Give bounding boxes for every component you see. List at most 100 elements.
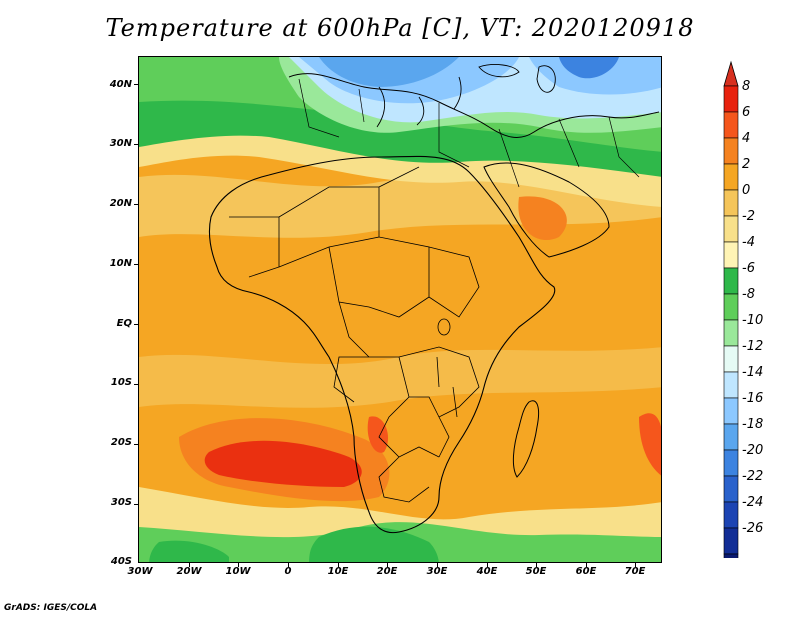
arabia-coastline [483,162,610,258]
lon-tick [387,563,388,567]
temperature-field [139,57,661,562]
colorbar-label: -2 [742,209,755,224]
colorbar-segment [723,189,739,217]
country-borders [229,166,480,503]
colorbar-label: -8 [742,287,755,302]
colorbar-label: 8 [742,79,751,94]
colorbar [723,60,739,558]
colorbar-label: -12 [742,339,764,354]
cold-pool-east-core [559,57,619,79]
lon-tick [635,563,636,567]
temperature-map [138,56,662,563]
lat-tick [134,324,138,325]
colorbar-label: -20 [742,443,764,458]
lon-label: 70E [624,566,646,577]
colorbar-segment [723,397,739,425]
lat-label: 10S [110,377,132,388]
colorbar-label: -24 [742,495,764,510]
lon-label: 10W [225,566,251,577]
lon-label: 20E [376,566,398,577]
lat-tick [134,84,138,85]
hot-spot-far-east [639,413,661,476]
colorbar-label: -16 [742,391,764,406]
lat-tick [134,144,138,145]
lat-label: EQ [116,318,132,329]
colorbar-segment [723,475,739,503]
south-belt-green-west [149,540,229,562]
colorbar-segment [723,267,739,295]
lat-label: 30N [109,138,132,149]
colorbar-segment [723,371,739,399]
country-borders-north [298,78,640,188]
colorbar-segment [723,137,739,165]
lat-label: 30S [110,497,132,508]
cold-pool-core [319,57,459,87]
lon-tick [487,563,488,567]
colorbar-label: -14 [742,365,764,380]
colorbar-label: -10 [742,313,764,328]
colorbar-segment [723,293,739,321]
colorbar-label: -6 [742,261,755,276]
hot-band-core [204,440,362,487]
lon-tick [238,563,239,567]
colorbar-segment [723,501,739,529]
credit-text: GrADS: IGES/COLA [4,603,98,613]
colorbar-segment [723,163,739,191]
lon-label: 10E [327,566,349,577]
europe-coastline [288,73,660,138]
lon-tick [586,563,587,567]
field-band-light-2 [139,347,661,408]
colorbar-segment [723,85,739,113]
lat-tick [134,444,138,445]
south-belt-green-core [309,526,439,562]
lon-tick [288,563,289,567]
colorbar-label: 0 [742,183,751,198]
lon-label: 30W [127,566,153,577]
map-title: Temperature at 600hPa [C], VT: 202012091… [105,14,695,42]
lat-label: 20N [109,198,132,209]
lat-tick [134,204,138,205]
colorbar-segment [723,423,739,451]
lon-label: 60E [575,566,597,577]
rift-lakes [436,356,458,418]
black-sea [478,64,520,78]
lon-tick [437,563,438,567]
lon-tick [536,563,537,567]
lon-label: 40E [476,566,498,577]
lon-label: 0 [284,566,292,577]
lat-label: 20S [110,437,132,448]
colorbar-label: -4 [742,235,755,250]
colorbar-label: -22 [742,469,764,484]
colorbar-label: -26 [742,521,764,536]
madagascar-coastline [512,400,540,478]
lat-label: 10N [109,258,132,269]
colorbar-segment [723,241,739,269]
mediterranean-peninsulas [376,76,462,128]
lat-tick [134,504,138,505]
colorbar-segment [723,319,739,347]
lake-victoria [437,318,451,336]
colorbar-segment [723,215,739,243]
colorbar-segment [723,111,739,139]
lon-tick [338,563,339,567]
colorbar-label: 2 [742,157,751,172]
colorbar-segment [723,449,739,477]
caspian-sea [536,65,556,93]
lat-label: 40S [110,556,132,567]
lat-label: 40N [109,79,132,90]
lon-label: 20W [176,566,202,577]
lat-tick [134,384,138,385]
colorbar-segment [723,527,739,555]
colorbar-top-arrow [723,60,739,87]
africa-coastline [208,155,556,534]
lat-tick [134,264,138,265]
colorbar-label: 6 [742,105,751,120]
lon-tick [189,563,190,567]
hot-spot-south [367,416,389,453]
colorbar-segment [723,553,739,558]
lon-label: 50E [525,566,547,577]
colorbar-segment [723,345,739,373]
hot-spot-east [518,196,567,241]
colorbar-label: 4 [742,131,751,146]
lon-label: 30E [426,566,448,577]
